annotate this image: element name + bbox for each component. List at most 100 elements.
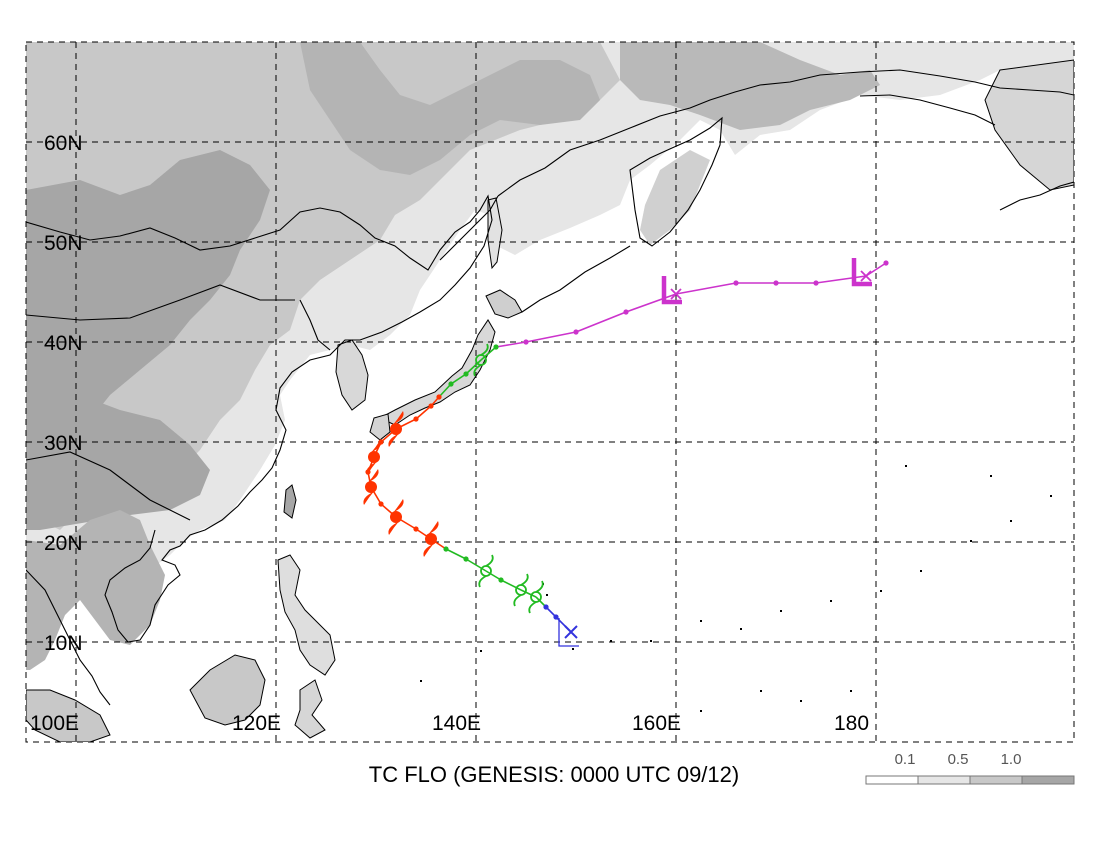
map-title: TC FLO (GENESIS: 0000 UTC 09/12) bbox=[369, 762, 739, 787]
track-point bbox=[493, 344, 499, 350]
land-region-mid bbox=[26, 42, 620, 530]
terrain-colorbar: 0.1 0.5 1.0 bbox=[865, 751, 1075, 785]
track-point bbox=[543, 604, 549, 610]
typhoon-symbol-icon bbox=[390, 423, 402, 435]
coast-alaska bbox=[999, 181, 1074, 211]
latitude-labels: 10N 20N 30N 40N 50N 60N bbox=[44, 132, 83, 655]
map-area bbox=[26, 42, 1074, 742]
colorbar-label-2: 1.0 bbox=[1001, 751, 1022, 768]
typhoon-symbol-icon bbox=[390, 511, 402, 523]
colorbar-bin-2 bbox=[969, 775, 1023, 785]
track-point bbox=[413, 526, 419, 532]
typhoon-arm-top-icon bbox=[427, 521, 439, 536]
land-region-taiwan bbox=[283, 484, 297, 519]
track-segment bbox=[575, 311, 627, 333]
land-region-korea bbox=[335, 339, 369, 411]
track-point bbox=[553, 614, 559, 620]
track-point bbox=[773, 280, 779, 286]
lat-label-30: 30N bbox=[44, 432, 83, 455]
lon-label-160e: 160E bbox=[632, 712, 681, 735]
typhoon-symbol-icon bbox=[365, 481, 377, 493]
coast-kamchatka bbox=[629, 116, 723, 247]
typhoon-arm-top-icon bbox=[367, 469, 379, 484]
coast-thai bbox=[26, 569, 111, 706]
track-point bbox=[463, 371, 469, 377]
typhoon-marker bbox=[388, 499, 404, 535]
storm-arm-top-icon bbox=[480, 343, 489, 356]
typhoon-marker bbox=[363, 469, 379, 505]
colorbar-bin-3 bbox=[1021, 775, 1075, 785]
colorbar-label-1: 0.5 bbox=[948, 751, 969, 768]
track-segment bbox=[485, 570, 502, 581]
tropical-storm-marker bbox=[478, 554, 494, 588]
low-pressure-l-icon bbox=[661, 276, 682, 305]
typhoon-arm-bottom-icon bbox=[366, 460, 378, 475]
track-segment bbox=[520, 589, 537, 598]
track-segment bbox=[480, 346, 497, 361]
typhoon-arm-top-icon bbox=[392, 411, 404, 426]
typhoon-arm-bottom-icon bbox=[388, 432, 400, 447]
track-point bbox=[463, 556, 469, 562]
typhoon-symbol-icon bbox=[425, 533, 437, 545]
colorbar-label-0: 0.1 bbox=[895, 751, 916, 768]
land-region-indochina bbox=[26, 510, 165, 670]
track-segment bbox=[438, 383, 452, 398]
track-segment bbox=[625, 293, 677, 313]
storm-arm-top-icon bbox=[520, 573, 529, 586]
storm-track bbox=[363, 258, 889, 647]
track-point bbox=[623, 309, 629, 315]
track-point bbox=[443, 546, 449, 552]
track-point bbox=[413, 416, 419, 422]
land-region-dark-tibet bbox=[26, 395, 210, 530]
border-mongolia bbox=[26, 284, 295, 321]
track-segment bbox=[525, 331, 577, 343]
longitude-labels: 100E 120E 140E 160E 180 bbox=[30, 712, 869, 735]
lat-label-60: 60N bbox=[44, 132, 83, 155]
track-point bbox=[378, 501, 384, 507]
lat-label-40: 40N bbox=[44, 332, 83, 355]
track-segment bbox=[465, 558, 487, 572]
track-segment bbox=[415, 405, 432, 420]
storm-arm-top-icon bbox=[535, 580, 544, 593]
track-point bbox=[523, 339, 529, 345]
typhoon-marker bbox=[388, 411, 404, 447]
pacific-islands bbox=[420, 465, 1052, 712]
extratropical-low-marker bbox=[851, 258, 872, 287]
track-point bbox=[378, 439, 384, 445]
lon-label-140e: 140E bbox=[432, 712, 481, 735]
land-region-japan-honshu bbox=[378, 319, 496, 426]
land-region-philippines bbox=[277, 554, 336, 676]
typhoon-symbol-icon bbox=[368, 451, 380, 463]
track-point bbox=[733, 280, 739, 286]
track-segment bbox=[495, 341, 527, 348]
storm-arm-bottom-icon bbox=[473, 364, 482, 377]
track-segment bbox=[500, 579, 522, 591]
track-segment bbox=[815, 275, 867, 284]
graticule bbox=[26, 42, 1074, 742]
genesis-x-icon bbox=[564, 625, 578, 639]
typhoon-arm-top-icon bbox=[392, 499, 404, 514]
track-point bbox=[448, 381, 454, 387]
lon-label-180: 180 bbox=[834, 712, 869, 735]
low-pressure-l-icon bbox=[851, 258, 872, 287]
lat-label-50: 50N bbox=[44, 232, 83, 255]
track-segment bbox=[465, 359, 482, 375]
tropical-storm-marker bbox=[513, 573, 529, 607]
track-segment bbox=[675, 282, 737, 295]
storm-arm-bottom-icon bbox=[513, 594, 522, 607]
coast-bohai bbox=[299, 299, 331, 351]
colorbar-bin-0 bbox=[865, 775, 919, 785]
storm-arm-bottom-icon bbox=[528, 601, 537, 614]
terrain-shading bbox=[26, 42, 1074, 742]
lat-label-20: 20N bbox=[44, 532, 83, 555]
lat-label-10: 10N bbox=[44, 632, 83, 655]
typhoon-arm-bottom-icon bbox=[388, 520, 400, 535]
coast-okhotsk-north bbox=[497, 69, 1074, 197]
map-frame bbox=[25, 41, 1075, 743]
tropical-storm-marker bbox=[473, 343, 489, 377]
track-segment bbox=[445, 548, 467, 560]
track-point bbox=[498, 577, 504, 583]
track-point bbox=[436, 394, 442, 400]
lon-label-100e: 100E bbox=[30, 712, 79, 735]
